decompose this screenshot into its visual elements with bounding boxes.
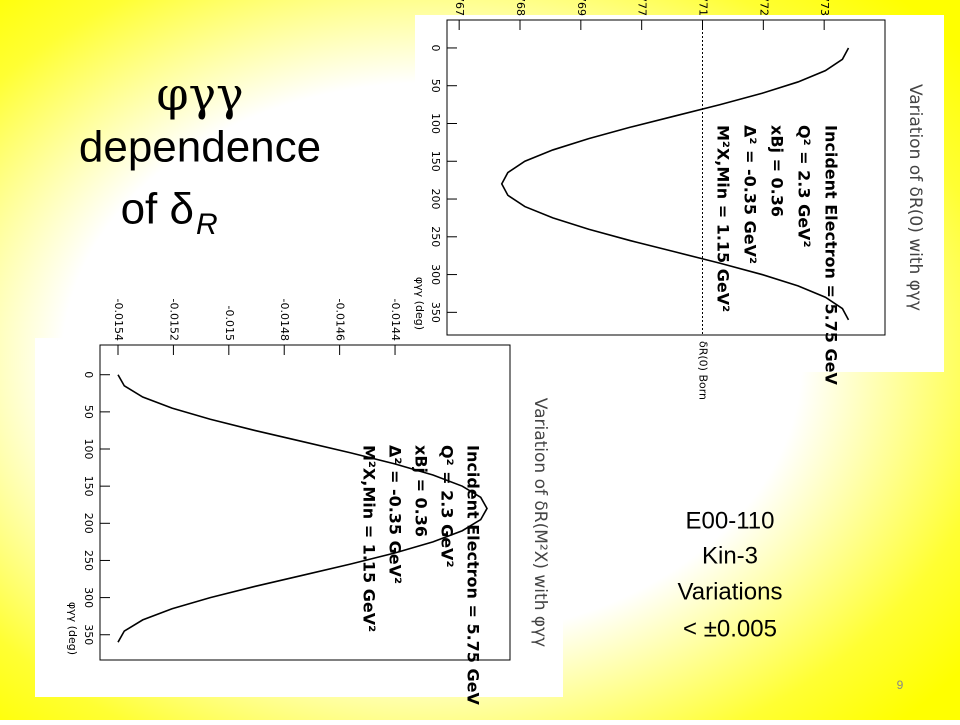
chart-title: Variation of δR(M²X) with φγγ (530, 398, 550, 647)
x-tick-label: 200 (82, 513, 95, 534)
y-tick-label: 0.0777 (636, 0, 649, 16)
x-tick-label: 350 (82, 624, 95, 645)
curve (500, 47, 850, 321)
annotation: xBj = 0.36 (412, 445, 431, 537)
slide-title-sub: R (196, 208, 218, 241)
x-tick-label: 250 (82, 550, 95, 571)
reference-label: δR(0) Born (697, 341, 710, 400)
note: < ±0.005 (683, 615, 777, 642)
x-tick-label: 0 (429, 44, 442, 51)
x-tick-label: 150 (82, 476, 95, 497)
annotation: Q² = 2.3 GeV² (438, 445, 457, 567)
y-tick-label: 0.07772 (757, 0, 770, 16)
annotation: Δ² = -0.35 GeV² (741, 125, 760, 264)
annotation: Δ² = -0.35 GeV² (386, 445, 405, 584)
annotation: Incident Electron = 5.75 GeV (464, 445, 483, 705)
x-tick-label: 100 (82, 439, 95, 460)
x-axis-label: φγγ (deg) (413, 277, 426, 330)
annotation: M²X,Min = 1.15 GeV² (714, 125, 733, 312)
x-tick-label: 150 (429, 151, 442, 172)
x-axis-label: φγγ (deg) (66, 602, 79, 655)
x-tick-label: 0 (82, 371, 95, 378)
y-tick-label: 0.07769 (575, 0, 588, 16)
x-tick-label: 200 (429, 189, 442, 210)
y-tick-label: 0.07768 (514, 0, 527, 16)
chart: -0.0154 -0.0152 -0.015 -0.0148 -0.0146 -0.014… (66, 299, 550, 706)
page-number: 9 (897, 678, 904, 692)
note: E00-110 (686, 507, 775, 534)
chart: 0.07767 0.07768 0.07769 0.0777 0.07771 0.0777… (413, 0, 925, 400)
slide-title: of δ (121, 185, 194, 234)
x-tick-label: 100 (429, 113, 442, 134)
note: Kin-3 (702, 542, 758, 569)
x-tick-label: 50 (82, 405, 95, 419)
plot-panel (35, 338, 563, 697)
x-tick-label: 250 (429, 226, 442, 247)
y-tick-label: 0.07773 (818, 0, 831, 16)
annotation: Q² = 2.3 GeV² (795, 125, 814, 247)
plot-frame (99, 344, 511, 661)
slide-title: φγγ (156, 67, 243, 121)
curve (117, 374, 488, 643)
y-tick-label: -0.0148 (278, 299, 291, 341)
x-tick-label: 50 (429, 79, 442, 93)
plot-panel (415, 15, 944, 372)
annotation: M²X,Min = 1.15 GeV² (360, 445, 379, 632)
y-tick-label: 0.07767 (453, 0, 466, 16)
note: Variations (678, 578, 783, 605)
annotation: Incident Electron = 5.75 GeV (822, 125, 841, 385)
y-tick-label: -0.0146 (334, 299, 347, 341)
x-tick-label: 300 (429, 264, 442, 285)
y-tick-label: 0.07771 (697, 0, 710, 16)
chart-title: Variation of δR(0) with φγγ (905, 84, 925, 311)
plot-frame (446, 19, 886, 336)
y-tick-label: -0.0154 (112, 299, 125, 341)
y-tick-label: -0.0152 (167, 299, 180, 341)
annotation: xBj = 0.36 (768, 125, 787, 217)
x-tick-label: 300 (82, 587, 95, 608)
y-tick-label: -0.0144 (389, 299, 402, 341)
y-tick-label: -0.015 (223, 306, 236, 341)
slide-title: dependence (79, 123, 321, 172)
x-tick-label: 350 (429, 302, 442, 323)
